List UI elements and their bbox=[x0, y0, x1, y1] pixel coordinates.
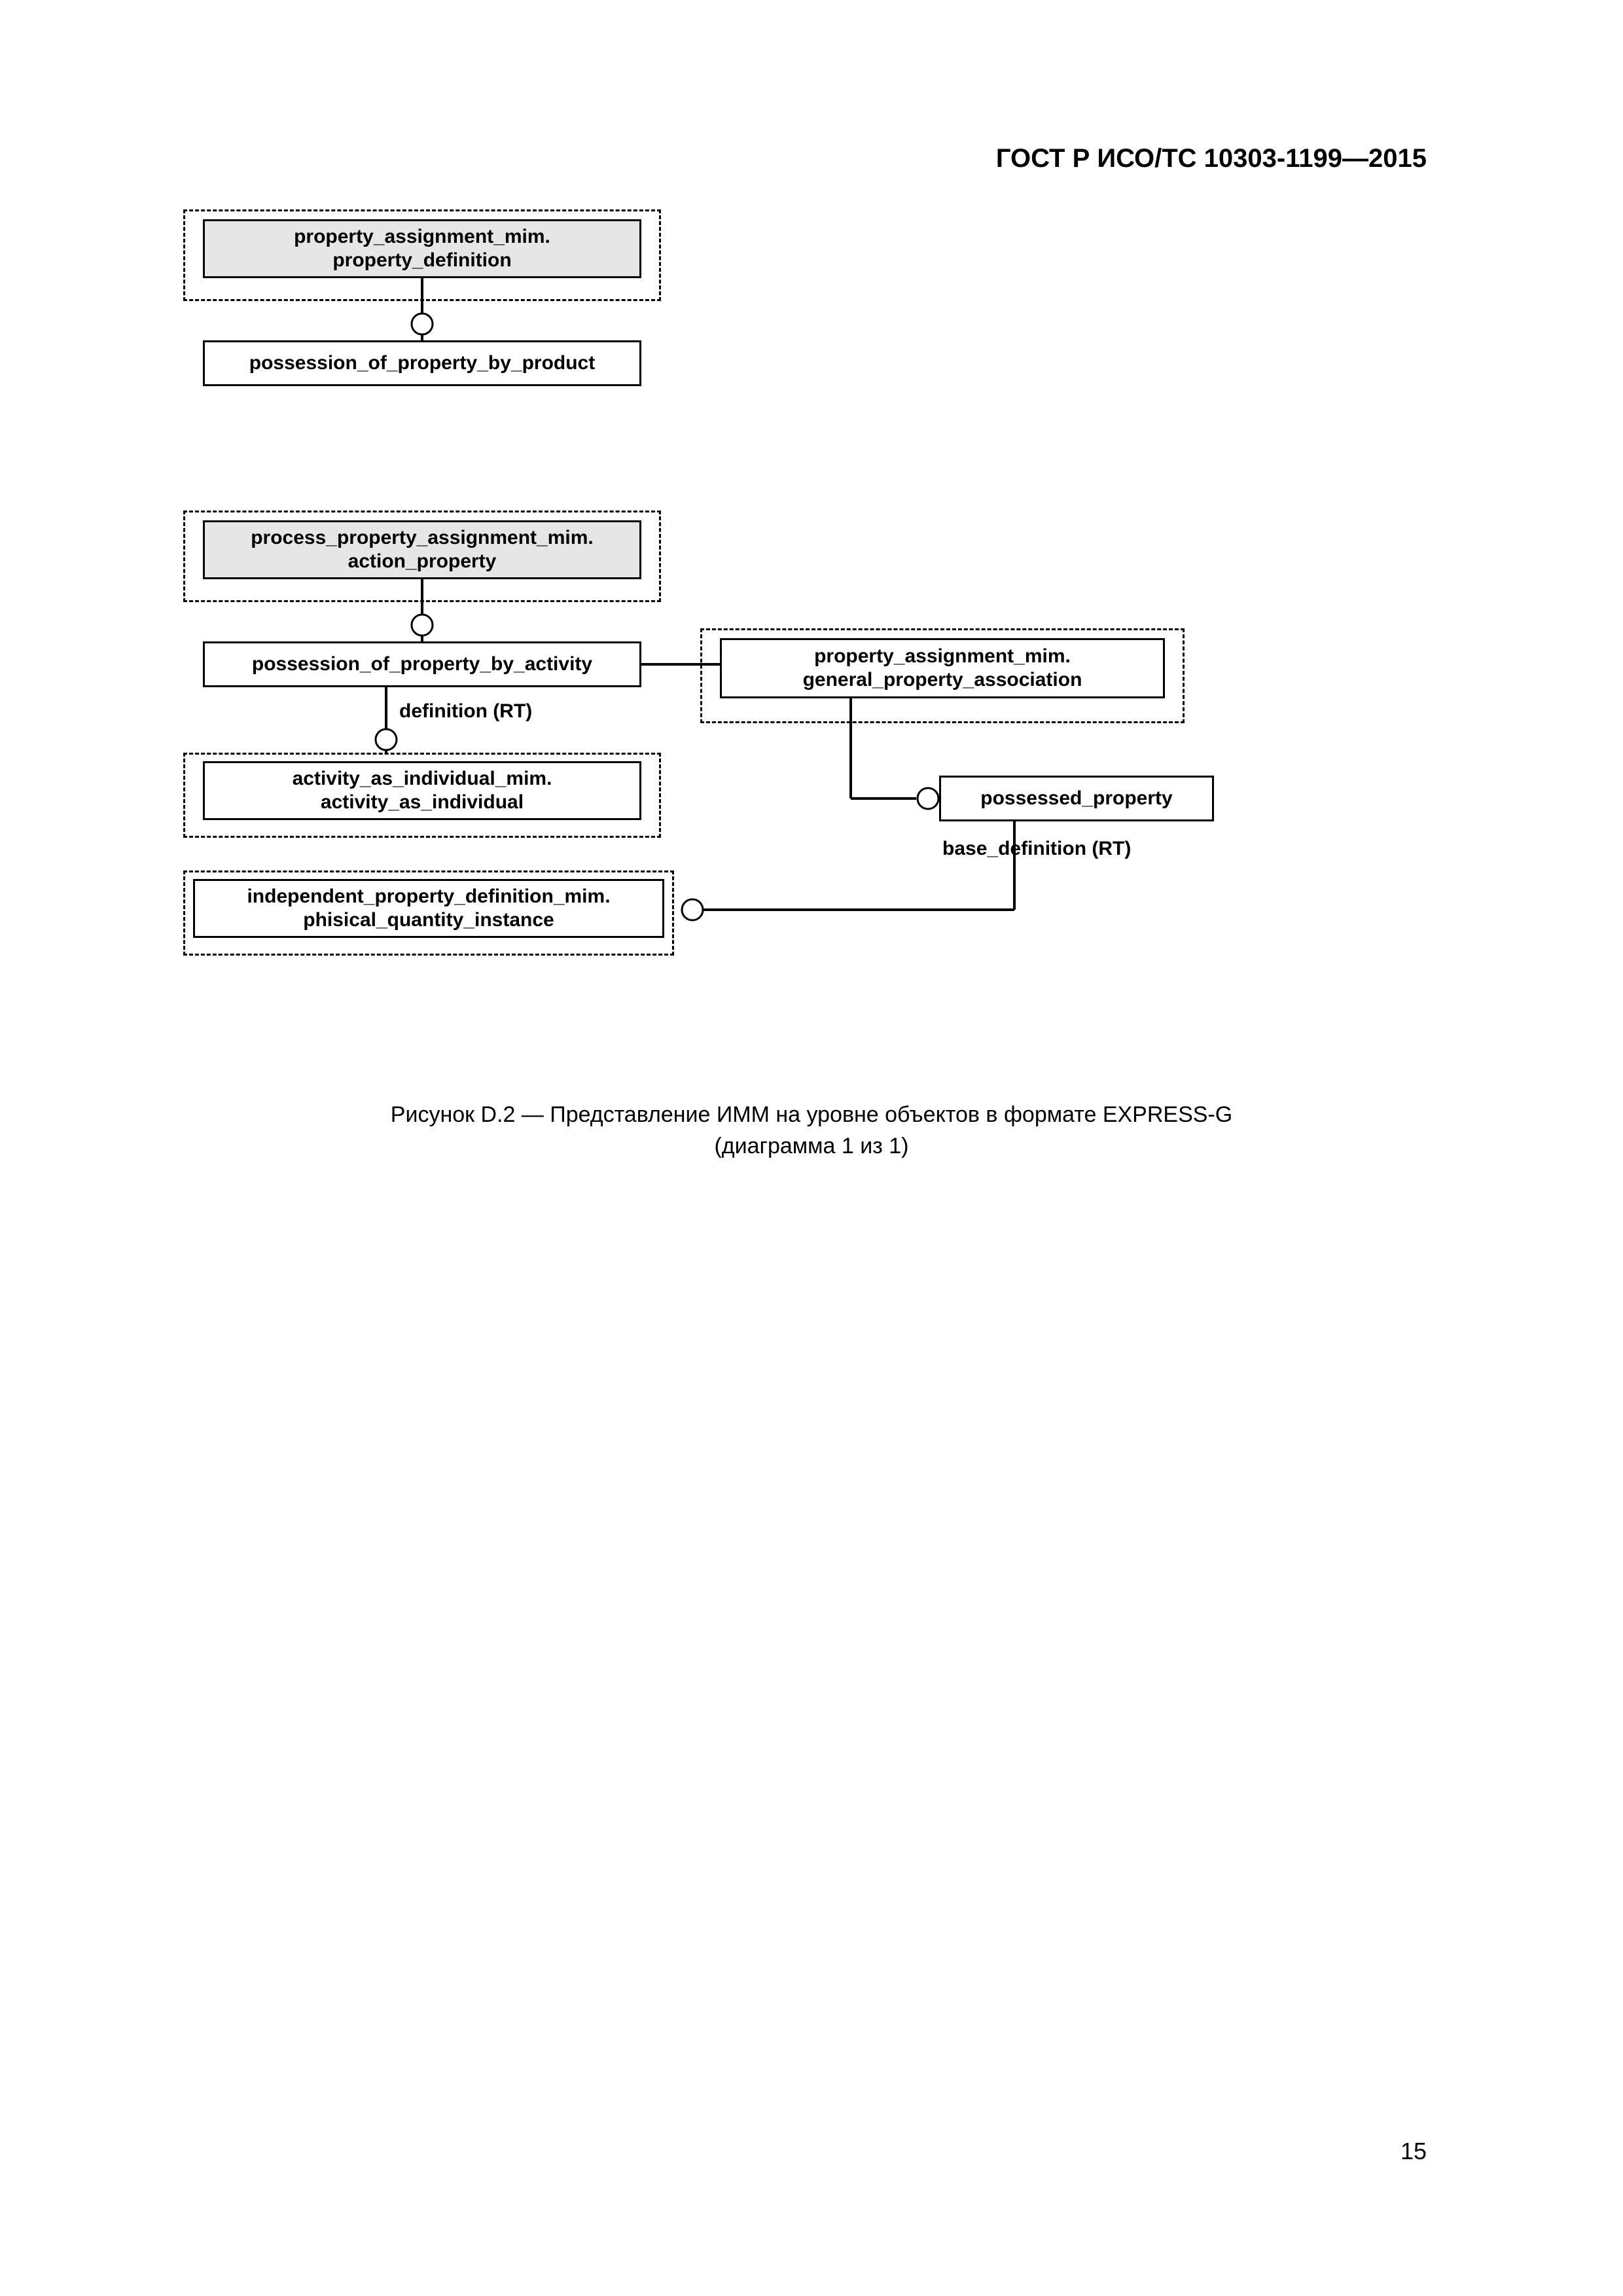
figure-caption: Рисунок D.2 — Представление ИММ на уровн… bbox=[0, 1100, 1623, 1162]
expressg-diagram: property_assignment_mim. property_defini… bbox=[183, 209, 1309, 1060]
page-number: 15 bbox=[1400, 2138, 1427, 2165]
entity-possessed-property: possessed_property bbox=[939, 776, 1214, 821]
standard-header: ГОСТ Р ИСО/ТС 10303-1199—2015 bbox=[996, 144, 1427, 173]
attr-label-base-definition-rt: base_definition (RT) bbox=[942, 838, 1131, 860]
connector-g3 bbox=[183, 209, 1361, 995]
caption-line: (диаграмма 1 из 1) bbox=[714, 1134, 908, 1158]
caption-line: Рисунок D.2 — Представление ИММ на уровн… bbox=[391, 1102, 1232, 1127]
entity-text: possessed_property bbox=[980, 787, 1172, 810]
document-page: ГОСТ Р ИСО/ТС 10303-1199—2015 property_a… bbox=[0, 0, 1623, 2296]
